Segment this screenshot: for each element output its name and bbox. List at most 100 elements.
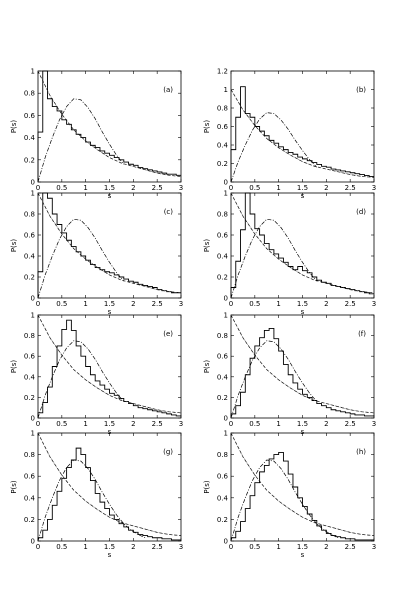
plot-frame	[230, 70, 375, 183]
dashed-curve	[230, 192, 375, 294]
y-tick-label: 0	[224, 415, 228, 423]
y-tick-label: 0.4	[217, 373, 229, 381]
y-tick-label: 0.4	[217, 142, 229, 150]
plot-frame	[37, 192, 182, 299]
dotted-curve	[37, 314, 182, 414]
y-tick-label: 0.8	[24, 332, 35, 340]
y-tick-label: 0.2	[24, 274, 35, 282]
x-tick-label: 1.5	[297, 420, 308, 428]
y-tick-label: 0.4	[217, 494, 229, 502]
dotted-curve	[37, 70, 182, 177]
y-tick-label: 0.8	[24, 90, 35, 98]
plot-frame	[37, 70, 182, 183]
dash-dot-curve	[37, 98, 125, 183]
y-tick-label: 0.4	[24, 373, 36, 381]
x-tick-label: 2.5	[152, 420, 163, 428]
y-tick-label: 0	[31, 179, 35, 187]
x-tick-label: 2.5	[152, 184, 163, 192]
y-tick-label: 0.6	[24, 353, 36, 361]
y-tick-label: 0.8	[24, 451, 35, 459]
dash-dot-curve	[37, 218, 125, 299]
x-tick-label: 0	[36, 543, 40, 551]
x-tick-label: 0.5	[56, 543, 67, 551]
x-tick-label: 0.5	[249, 184, 260, 192]
dashed-curve	[37, 70, 182, 177]
x-tick-label: 2	[324, 543, 328, 551]
y-tick-label: 1	[31, 68, 35, 76]
x-tick-label: 1	[276, 543, 280, 551]
plot-frame	[230, 432, 375, 542]
y-tick-label: 0.6	[217, 353, 229, 361]
chart-panel-4: 0 0.5 1 1.5 2 2.5 3 0 0.2 0.4 0.6 0.8 1 s P(s) (d)	[203, 190, 376, 317]
y-tick-label: 0.2	[24, 516, 35, 524]
dotted-curve	[37, 192, 182, 294]
y-tick-label: 0	[224, 538, 228, 546]
y-tick-label: 1	[224, 190, 228, 198]
x-tick-label: 2	[131, 300, 135, 308]
x-tick-label: 1	[276, 184, 280, 192]
dashed-curve	[230, 89, 375, 178]
histogram-series	[230, 327, 374, 418]
x-axis-label: s	[108, 428, 112, 436]
x-tick-label: 1.5	[104, 543, 115, 551]
y-tick-label: 0.4	[24, 134, 36, 142]
x-axis-label: s	[301, 551, 305, 559]
y-tick-label: 0	[224, 295, 228, 303]
y-axis-label: P(s)	[10, 480, 18, 494]
plot-frame	[37, 314, 182, 419]
dotted-curve	[230, 192, 375, 294]
dash-dot-curve	[230, 218, 318, 299]
y-tick-label: 0.8	[217, 451, 228, 459]
panel-label: (g)	[163, 448, 173, 456]
y-tick-label: 0.8	[24, 211, 35, 219]
x-tick-label: 0.5	[249, 543, 260, 551]
x-tick-label: 2	[131, 543, 135, 551]
x-axis-label: s	[301, 308, 305, 316]
y-tick-label: 0.6	[24, 473, 36, 481]
x-tick-label: 0	[36, 184, 40, 192]
x-tick-label: 2	[324, 420, 328, 428]
dashed-curve	[37, 432, 182, 536]
x-tick-label: 1	[276, 300, 280, 308]
x-axis-label: s	[108, 551, 112, 559]
y-tick-label: 1	[31, 312, 35, 320]
x-tick-label: 2.5	[345, 300, 356, 308]
y-tick-label: 0.4	[24, 253, 36, 261]
histogram-series	[37, 192, 181, 298]
y-tick-label: 0.2	[217, 516, 228, 524]
x-tick-label: 0.5	[249, 300, 260, 308]
y-axis-label: P(s)	[10, 120, 18, 134]
y-tick-label: 0.6	[24, 232, 36, 240]
dotted-curve	[37, 432, 182, 536]
x-tick-label: 1.5	[297, 184, 308, 192]
dashed-curve	[230, 432, 375, 536]
x-tick-label: 0	[229, 543, 233, 551]
panel-label: (d)	[356, 208, 366, 216]
chart-panel-5: 0 0.5 1 1.5 2 2.5 3 0 0.2 0.4 0.6 0.8 1 s P(s) (e)	[10, 312, 183, 437]
x-tick-label: 2	[324, 300, 328, 308]
x-tick-label: 2.5	[152, 300, 163, 308]
x-tick-label: 0.5	[56, 300, 67, 308]
chart-panel-3: 0 0.5 1 1.5 2 2.5 3 0 0.2 0.4 0.6 0.8 1 s P(s) (c)	[10, 190, 183, 317]
y-tick-label: 1	[31, 430, 35, 438]
y-axis-label: P(s)	[203, 480, 211, 494]
histogram-series	[230, 86, 374, 182]
y-tick-label: 0.2	[24, 156, 35, 164]
x-tick-label: 2	[324, 184, 328, 192]
x-tick-label: 0.5	[56, 184, 67, 192]
histogram-series	[230, 451, 374, 541]
y-tick-label: 0.8	[217, 332, 228, 340]
y-axis-label: P(s)	[203, 360, 211, 374]
x-tick-label: 1	[83, 420, 87, 428]
y-tick-label: 0.2	[217, 394, 228, 402]
y-tick-label: 0	[31, 538, 35, 546]
x-tick-label: 2	[131, 184, 135, 192]
x-tick-label: 1.5	[104, 300, 115, 308]
y-axis-label: P(s)	[203, 120, 211, 134]
x-tick-label: 1.5	[297, 543, 308, 551]
y-tick-label: 0	[31, 415, 35, 423]
y-tick-label: 1	[31, 190, 35, 198]
y-tick-label: 1	[224, 86, 228, 94]
